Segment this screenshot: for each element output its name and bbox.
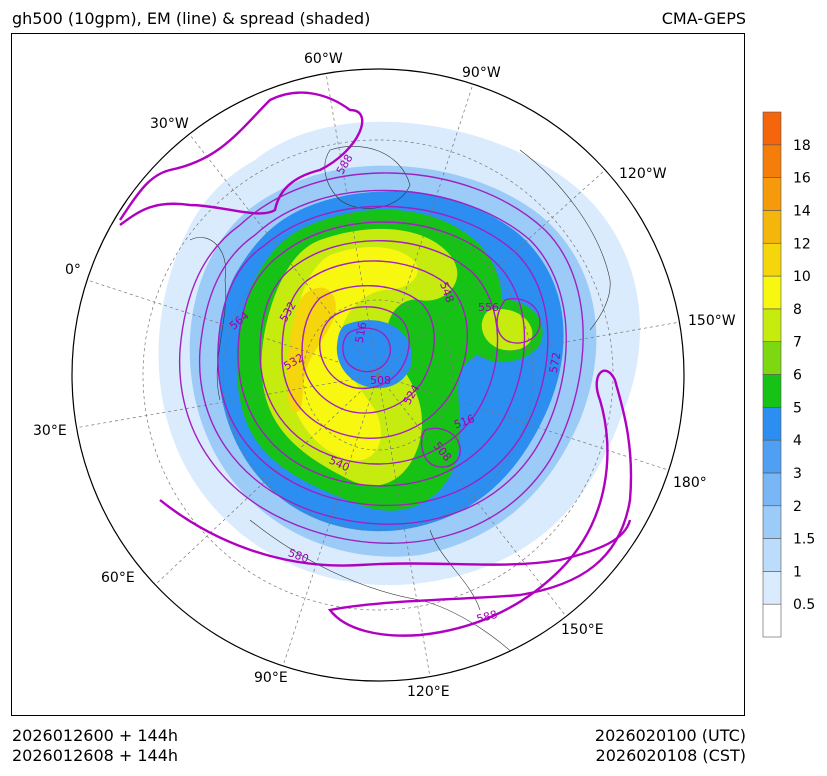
lon-label: 90°W: [462, 65, 501, 81]
colorbar-swatch: [762, 439, 782, 474]
colorbar-swatch: [762, 177, 782, 211]
init-cst: 2026012608 + 144h: [12, 746, 179, 765]
contour-508: [342, 327, 392, 373]
latitude-circle-50: [222, 219, 534, 531]
colorbar-tick-label: 18: [793, 138, 811, 154]
lon-label: 30°W: [150, 116, 189, 132]
lon-label: 120°E: [407, 684, 450, 700]
valid-cst: 2026020108 (CST): [595, 746, 746, 765]
colorbar-tick-label: 1.5: [793, 532, 815, 548]
colorbar-tick-label: 6: [793, 368, 802, 384]
lon-label: 180°: [673, 475, 707, 491]
subtropical-contours: [119, 91, 633, 637]
model-name: CMA-GEPS: [661, 9, 746, 28]
colorbar-tick-label: 5: [793, 400, 802, 416]
longitude-labels: 60°W 90°W 30°W 120°W 0° 150°W 30°E 180° …: [33, 51, 736, 700]
lon-label: 150°W: [688, 313, 736, 329]
colorbar-swatch: [762, 341, 782, 375]
spread-band-8-east: [481, 309, 533, 351]
colorbar-tick-label: 3: [793, 466, 802, 482]
mean-height-contours: [178, 172, 584, 544]
meridian-150e: [377, 374, 566, 616]
colorbar-swatch: [762, 538, 782, 572]
map-frame: [11, 33, 745, 716]
spread-band-12: [286, 287, 336, 413]
meridian-180: [377, 374, 669, 471]
colorbar-swatch: [762, 275, 782, 310]
contour-548: [237, 221, 526, 487]
colorbar-swatch: [762, 111, 782, 146]
contour-label: 508: [370, 374, 391, 387]
colorbar-swatch: [762, 603, 782, 638]
colorbar-tick-label: 10: [793, 269, 811, 285]
colorbar-tick-label: 4: [793, 433, 802, 449]
lon-label: 120°W: [619, 166, 667, 182]
footer-init: 2026012600 + 144h 2026012608 + 144h: [12, 726, 178, 766]
footer-valid: 2026020100 (UTC) 2026020108 (CST): [595, 726, 746, 766]
colorbar-tick-label: 7: [793, 335, 802, 351]
coastline-north-america: [519, 149, 611, 331]
meridian-120w: [377, 169, 606, 376]
spread-band-4-center: [336, 320, 412, 389]
valid-utc: 2026020100 (UTC): [594, 726, 746, 745]
lon-label: 90°E: [254, 670, 288, 686]
contour-524: [301, 284, 435, 414]
lon-label: 150°E: [561, 622, 604, 638]
chart-title: gh500 (10gpm), EM (line) & spread (shade…: [12, 9, 371, 28]
lon-label: 60°W: [304, 51, 343, 67]
contour-580-south: [159, 499, 632, 567]
colorbar-swatch: [762, 571, 782, 605]
contour-588-south: [327, 369, 633, 637]
contour-532: [281, 260, 469, 439]
colorbar-tick-label: 1: [793, 564, 802, 580]
colorbar-tick-label: 8: [793, 302, 802, 318]
lon-label: 30°E: [33, 423, 67, 439]
contour-516-east: [496, 298, 541, 344]
contour-572: [178, 172, 584, 544]
coastline-greenland: [324, 146, 411, 209]
contour-564: [198, 189, 567, 525]
contour-508-east: [420, 427, 461, 468]
colorbar-swatch: [762, 505, 782, 539]
lon-label: 60°E: [101, 570, 135, 586]
colorbar-tick-label: 14: [793, 203, 811, 219]
colorbar-swatch: [762, 374, 782, 408]
coastline-asia: [249, 519, 521, 661]
colorbar-tick-label: 2: [793, 499, 802, 515]
colorbar-swatch: [762, 407, 782, 441]
lon-label: 0°: [65, 262, 81, 278]
contour-label: 516: [353, 321, 369, 344]
init-utc: 2026012600 + 144h: [12, 726, 179, 745]
colorbar-swatch: [762, 144, 782, 178]
latitude-circle-70: [302, 299, 454, 451]
colorbar: 0.5 1 1.5 2 3 4 5 6 7 8 10 12 14 16 18: [762, 111, 815, 638]
contour-label: 572: [547, 351, 563, 374]
contour-516: [319, 306, 410, 390]
colorbar-swatch: [762, 308, 782, 342]
map-boundary: [71, 68, 685, 682]
contour-588-north: [119, 91, 364, 226]
colorbar-swatch: [762, 242, 782, 277]
contour-label: 588: [475, 608, 499, 626]
contour-label: 556: [478, 301, 499, 314]
colorbar-tick-label: 16: [793, 171, 811, 187]
contour-556: [217, 205, 549, 507]
colorbar-tick-label: 0.5: [793, 597, 815, 613]
colorbar-tick-label: 12: [793, 236, 811, 252]
colorbar-swatch: [762, 472, 782, 507]
contour-540: [259, 240, 499, 465]
colorbar-swatch: [762, 210, 782, 244]
